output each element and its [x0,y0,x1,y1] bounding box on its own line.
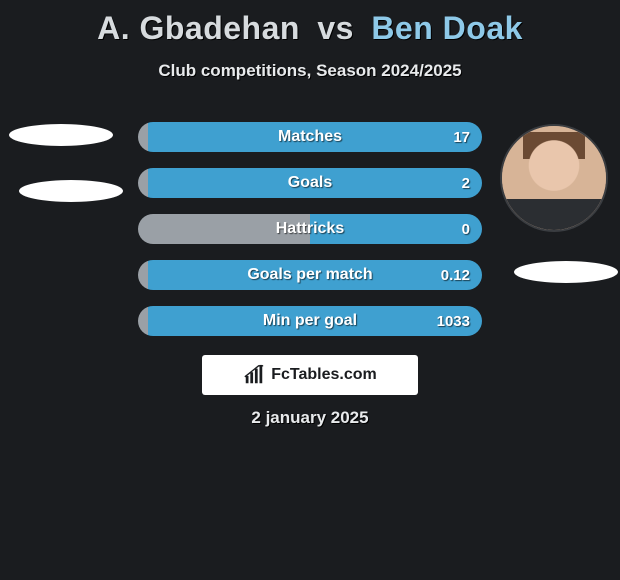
stat-bar: Min per goal 1033 [138,306,482,336]
brand-badge[interactable]: FcTables.com [202,355,418,395]
stat-bar-right [310,214,482,244]
stat-bar-right [148,306,482,336]
stat-bar-left [138,214,310,244]
chart-icon [243,364,265,386]
player2-name: Ben Doak [371,10,523,46]
stat-bar-left [138,122,148,152]
vs-text: vs [317,10,354,46]
stat-bar-left [138,260,148,290]
player2-avatar [500,124,608,232]
player1-name: A. Gbadehan [97,10,300,46]
stat-bar-left [138,306,148,336]
date-text: 2 january 2025 [0,408,620,428]
right-ellipse-1 [514,261,618,283]
left-ellipse-2 [19,180,123,202]
stat-bar-left [138,168,148,198]
subtitle: Club competitions, Season 2024/2025 [0,61,620,81]
stat-bar: Matches 17 [138,122,482,152]
stat-bar: Goals per match 0.12 [138,260,482,290]
comparison-card: A. Gbadehan vs Ben Doak Club competition… [0,0,620,580]
stat-bar: Hattricks 0 [138,214,482,244]
brand-text: FcTables.com [271,366,377,384]
stat-bar-right [148,168,482,198]
left-ellipse-1 [9,124,113,146]
stat-bar: Goals 2 [138,168,482,198]
page-title: A. Gbadehan vs Ben Doak [0,0,620,47]
stat-bars: Matches 17 Goals 2 Hattricks 0 Goals per… [138,122,482,352]
stat-bar-right [148,122,482,152]
stat-bar-right [148,260,482,290]
